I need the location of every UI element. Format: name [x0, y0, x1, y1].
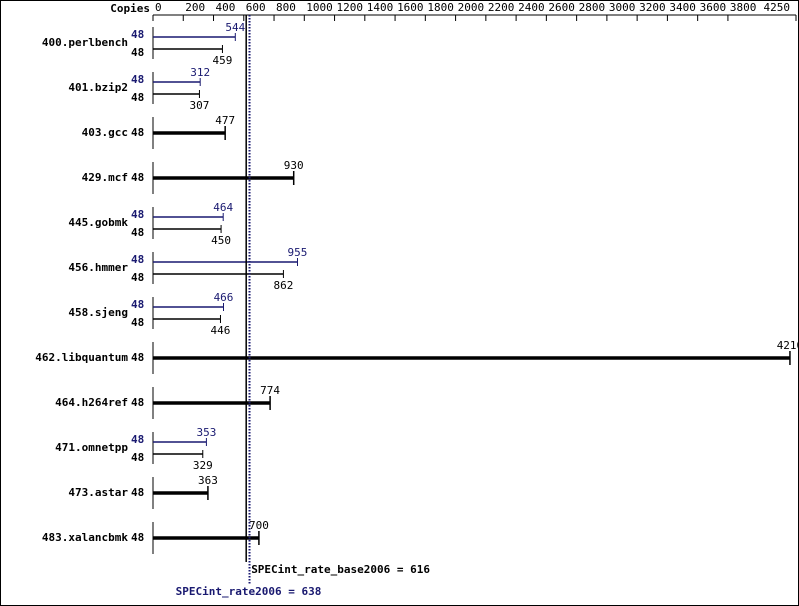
reference-label: SPECint_rate_base2006 = 616: [251, 563, 430, 576]
benchmark-label: 456.hmmer: [68, 261, 128, 274]
benchmark-label: 400.perlbench: [42, 36, 128, 49]
base-value-label: 4210: [777, 339, 799, 352]
peak-value-label: 353: [196, 426, 216, 439]
x-tick-label: 1000: [306, 1, 333, 14]
x-tick-label: 200: [185, 1, 205, 14]
x-tick-label: 3200: [639, 1, 666, 14]
peak-value-label: 464: [213, 201, 233, 214]
base-value-label: 862: [273, 279, 293, 292]
peak-value-label: 544: [225, 21, 245, 34]
peak-value-label: 312: [190, 66, 210, 79]
base-copies: 48: [131, 126, 144, 139]
reference-label: SPECint_rate2006 = 638: [176, 585, 322, 598]
base-copies: 48: [131, 451, 144, 464]
benchmark-label: 483.xalancbmk: [42, 531, 128, 544]
x-tick-label: 800: [276, 1, 296, 14]
x-tick-label: 2200: [488, 1, 515, 14]
peak-copies: 48: [131, 208, 144, 221]
benchmark-label: 464.h264ref: [55, 396, 128, 409]
x-tick-label: 2800: [579, 1, 606, 14]
benchmark-label: 403.gcc: [82, 126, 128, 139]
base-value-label: 446: [211, 324, 231, 337]
benchmark-label: 462.libquantum: [35, 351, 128, 364]
base-value-label: 700: [249, 519, 269, 532]
base-value-label: 774: [260, 384, 280, 397]
peak-copies: 48: [131, 433, 144, 446]
benchmark-label: 429.mcf: [82, 171, 128, 184]
base-value-label: 459: [213, 54, 233, 67]
benchmark-label: 401.bzip2: [68, 81, 128, 94]
base-copies: 48: [131, 271, 144, 284]
base-copies: 48: [131, 46, 144, 59]
benchmark-label: 471.omnetpp: [55, 441, 128, 454]
peak-value-label: 955: [288, 246, 308, 259]
x-tick-label: 600: [246, 1, 266, 14]
copies-header: Copies: [110, 2, 150, 15]
x-tick-label: 1200: [337, 1, 364, 14]
x-tick-label: 2000: [458, 1, 485, 14]
x-tick-label: 3400: [669, 1, 696, 14]
base-value-label: 329: [193, 459, 213, 472]
base-value-label: 363: [198, 474, 218, 487]
peak-copies: 48: [131, 253, 144, 266]
base-value-label: 450: [211, 234, 231, 247]
x-tick-label: 1400: [367, 1, 394, 14]
base-copies: 48: [131, 226, 144, 239]
x-tick-label: 1600: [397, 1, 424, 14]
base-copies: 48: [131, 316, 144, 329]
x-tick-label: 3000: [609, 1, 636, 14]
base-copies: 48: [131, 351, 144, 364]
x-tick-label: 3600: [700, 1, 727, 14]
peak-copies: 48: [131, 298, 144, 311]
peak-copies: 48: [131, 28, 144, 41]
base-copies: 48: [131, 531, 144, 544]
x-tick-label: 2600: [548, 1, 575, 14]
x-tick-label: 400: [216, 1, 236, 14]
x-tick-label: 2400: [518, 1, 545, 14]
x-tick-label: 0: [155, 1, 162, 14]
base-copies: 48: [131, 486, 144, 499]
base-value-label: 930: [284, 159, 304, 172]
base-value-label: 307: [190, 99, 210, 112]
x-tick-label: 1800: [427, 1, 454, 14]
benchmark-label: 458.sjeng: [68, 306, 128, 319]
benchmark-label: 473.astar: [68, 486, 128, 499]
benchmark-label: 445.gobmk: [68, 216, 128, 229]
peak-copies: 48: [131, 73, 144, 86]
base-copies: 48: [131, 396, 144, 409]
base-copies: 48: [131, 171, 144, 184]
x-tick-label: 3800: [730, 1, 757, 14]
base-copies: 48: [131, 91, 144, 104]
x-tick-label: 4250: [764, 1, 791, 14]
base-value-label: 477: [215, 114, 235, 127]
peak-value-label: 466: [214, 291, 234, 304]
